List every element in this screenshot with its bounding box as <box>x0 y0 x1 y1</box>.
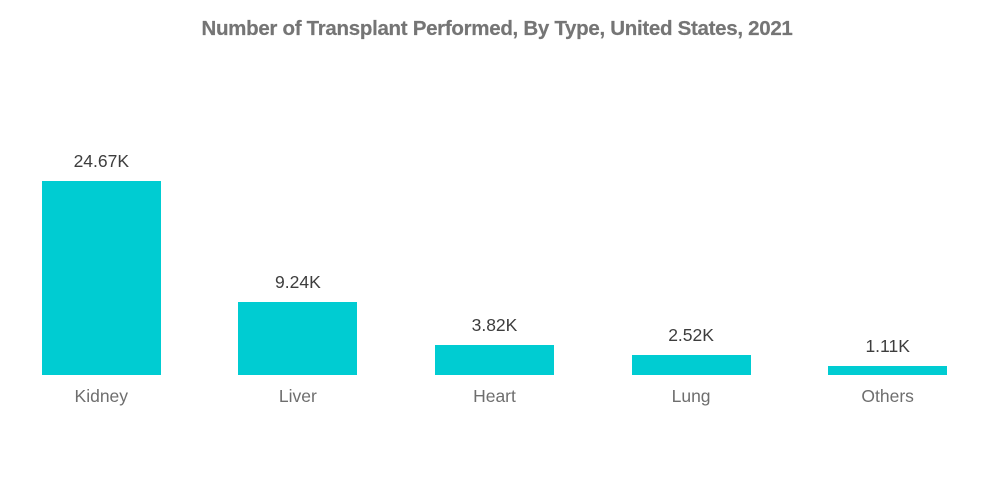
bar-heart <box>434 345 554 375</box>
bar-others <box>828 366 948 375</box>
bar-value-label: 3.82K <box>471 315 518 335</box>
category-label: Others <box>861 386 914 406</box>
category-label: Kidney <box>74 386 129 406</box>
bar-value-label: 24.67K <box>73 151 130 171</box>
category-label: Heart <box>473 386 516 406</box>
bar-lung <box>631 355 751 375</box>
category-label: Lung <box>671 386 711 406</box>
bar-value-label: 9.24K <box>275 272 321 292</box>
bar-value-label: 1.11K <box>865 336 910 356</box>
bar-kidney <box>41 181 161 375</box>
bar-chart-plot-area: 24.67K Kidney 9.24K Liver 3.82K Heart 2.52K Lun… <box>3 0 986 406</box>
bar-value-label: 2.52K <box>668 325 714 345</box>
chart-column-heart: 3.82K Heart <box>396 315 593 406</box>
chart-column-lung: 2.52K Lung <box>593 325 790 406</box>
chart-column-liver: 9.24K Liver <box>200 272 397 406</box>
chart-column-others: 1.11K Others <box>789 336 986 406</box>
bar-liver <box>238 302 358 375</box>
category-label: Liver <box>278 386 317 406</box>
chart-title: Number of Transplant Performed, By Type,… <box>201 17 793 40</box>
chart-column-kidney: 24.67K Kidney <box>3 151 200 406</box>
